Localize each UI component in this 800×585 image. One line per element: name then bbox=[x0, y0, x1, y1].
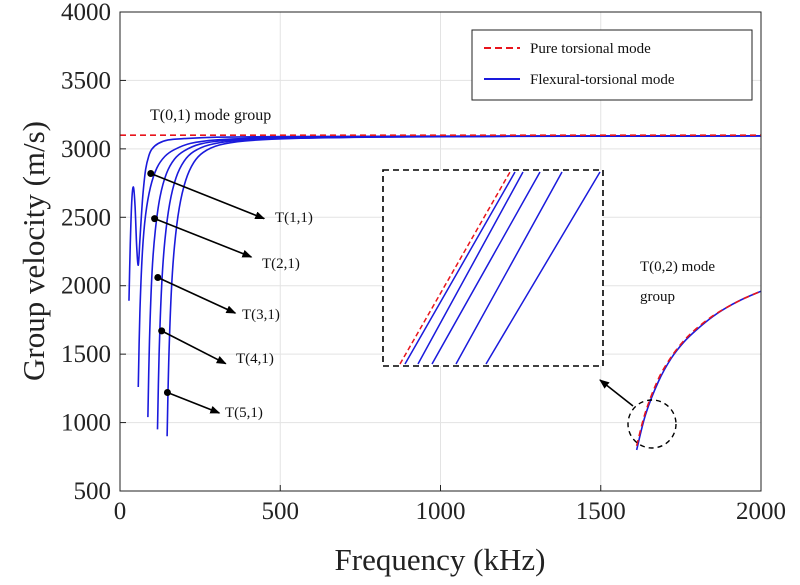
y-tick-label: 2500 bbox=[61, 204, 111, 231]
zoom-circle bbox=[627, 399, 677, 449]
mode-label: T(5,1) bbox=[225, 405, 263, 421]
legend: Pure torsional mode Flexural-torsional mo… bbox=[471, 29, 753, 101]
inset-flexural-line bbox=[404, 171, 516, 365]
mode-arrow bbox=[167, 391, 221, 414]
label-t01-mode-group: T(0,1) mode group bbox=[150, 107, 271, 124]
mode-arrow bbox=[161, 330, 227, 365]
legend-label: Pure torsional mode bbox=[530, 41, 651, 57]
inset-frame bbox=[382, 169, 604, 367]
x-tick-label: 0 bbox=[114, 498, 127, 525]
y-tick-label: 500 bbox=[74, 478, 112, 505]
y-tick-label: 3500 bbox=[61, 67, 111, 94]
mode-label: T(1,1) bbox=[275, 210, 313, 226]
y-tick-label: 2000 bbox=[61, 273, 111, 300]
legend-box bbox=[471, 29, 753, 101]
mode-arrow bbox=[150, 172, 266, 220]
x-tick-label: 500 bbox=[262, 498, 300, 525]
mode-arrow bbox=[154, 217, 253, 258]
y-tick-label: 4000 bbox=[61, 0, 111, 26]
mode-arrow bbox=[157, 276, 237, 314]
x-tick-label: 2000 bbox=[736, 498, 786, 525]
y-tick-label: 1500 bbox=[61, 341, 111, 368]
x-tick-label: 1000 bbox=[416, 498, 466, 525]
label-t02-line2: group bbox=[640, 289, 675, 305]
label-t02-line1: T(0,2) mode bbox=[640, 259, 715, 275]
zoom-inset bbox=[382, 169, 604, 367]
legend-label: Flexural-torsional mode bbox=[530, 72, 675, 88]
x-axis-label: Frequency (kHz) bbox=[335, 542, 546, 577]
inset-flexural-line bbox=[417, 171, 524, 365]
mode-label: T(4,1) bbox=[236, 351, 274, 367]
inset-flexural-line bbox=[455, 171, 563, 365]
x-tick-label: 1500 bbox=[576, 498, 626, 525]
inset-pure-line bbox=[399, 171, 511, 365]
pure-torsional-curve bbox=[635, 290, 761, 447]
mode-label: T(3,1) bbox=[242, 307, 280, 323]
annotations: T(0,1) mode group T(1,1) T(2,1) T(3,1) T(4,1… bbox=[147, 107, 715, 449]
y-tick-label: 1000 bbox=[61, 410, 111, 437]
zoom-arrow bbox=[599, 379, 634, 407]
inset-flexural-line bbox=[485, 171, 601, 365]
ticks: 0 500 1000 1500 2000500100015002000250030003… bbox=[61, 0, 786, 525]
inset-flexural-line bbox=[431, 171, 541, 365]
mode-label: T(2,1) bbox=[262, 256, 300, 272]
y-tick-label: 3000 bbox=[61, 136, 111, 163]
series-layer bbox=[120, 134, 761, 451]
y-axis-label: Group velocity (m/s) bbox=[16, 121, 51, 381]
